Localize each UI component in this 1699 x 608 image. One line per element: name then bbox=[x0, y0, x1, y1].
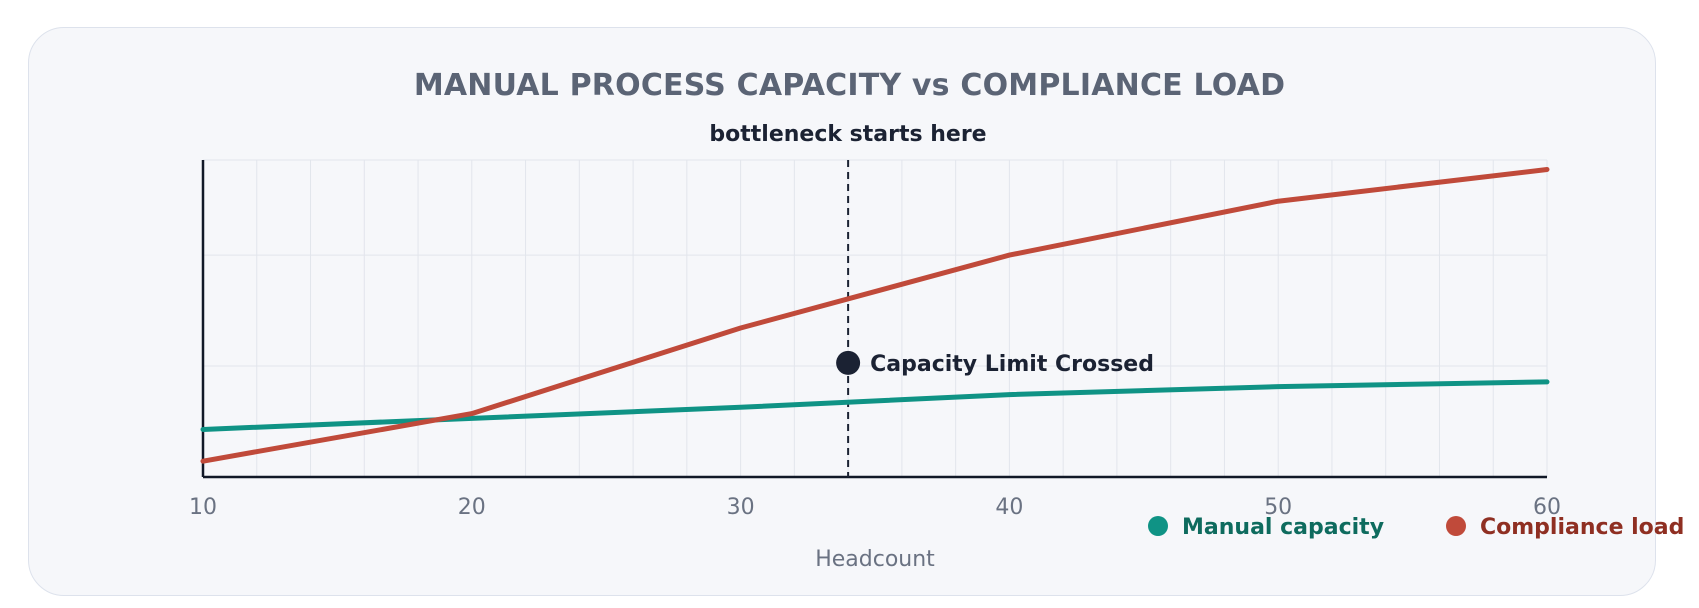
legend: Manual capacity Compliance load bbox=[1148, 515, 1684, 540]
x-tick-label: 20 bbox=[458, 495, 486, 520]
legend-swatch-compliance-load bbox=[1446, 516, 1466, 536]
series-line-manual-capacity bbox=[200, 379, 1550, 432]
bottleneck-label: bottleneck starts here bbox=[709, 122, 986, 147]
series-lines bbox=[200, 167, 1550, 464]
chart-card bbox=[28, 27, 1656, 596]
chart-title: MANUAL PROCESS CAPACITY vs COMPLIANCE LO… bbox=[413, 68, 1286, 103]
legend-label-compliance-load: Compliance load bbox=[1480, 515, 1684, 540]
x-tick-label: 50 bbox=[1264, 495, 1292, 520]
x-tick-label: 60 bbox=[1533, 495, 1561, 520]
x-tick-labels: 10 20 30 40 50 60 bbox=[189, 495, 1561, 520]
x-tick-label: 30 bbox=[727, 495, 755, 520]
grid-lines bbox=[203, 159, 1548, 477]
legend-label-manual-capacity: Manual capacity bbox=[1182, 515, 1384, 540]
legend-swatch-manual-capacity bbox=[1148, 516, 1168, 536]
capacity-limit-marker bbox=[836, 350, 861, 375]
x-axis-title: Headcount bbox=[815, 547, 935, 572]
x-tick-label: 40 bbox=[995, 495, 1023, 520]
x-tick-label: 10 bbox=[189, 495, 217, 520]
capacity-limit-label: Capacity Limit Crossed bbox=[870, 352, 1154, 377]
series-line-compliance-load bbox=[200, 167, 1550, 464]
